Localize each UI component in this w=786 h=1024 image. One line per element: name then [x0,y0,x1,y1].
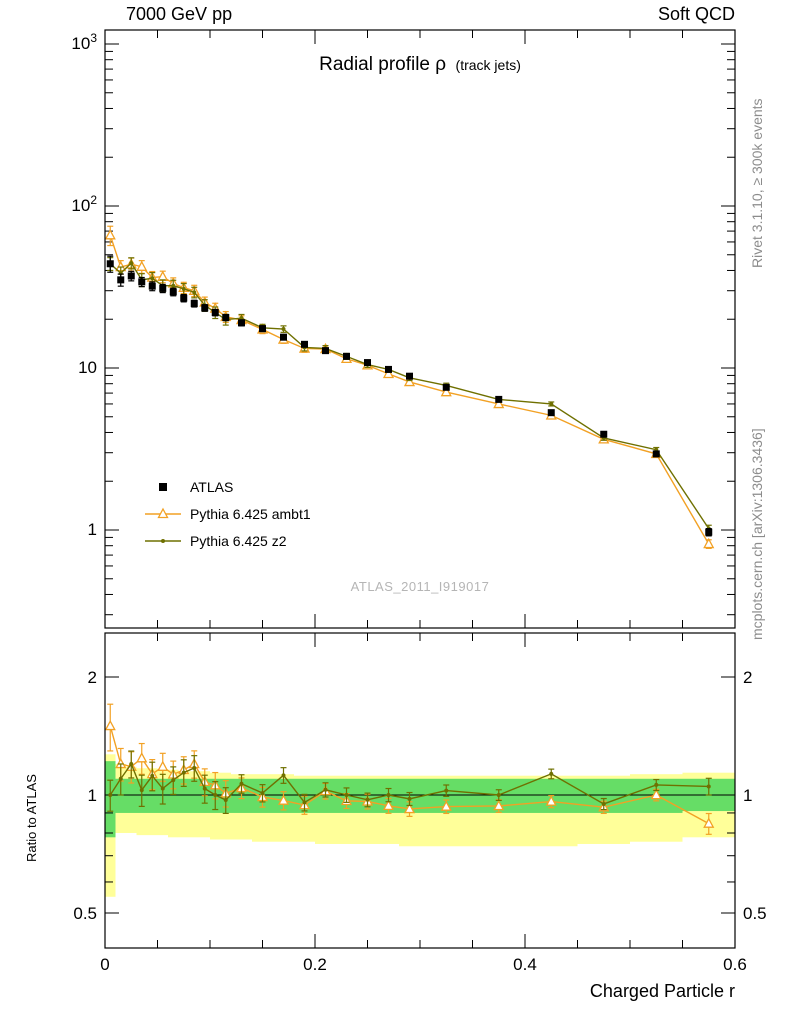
main-series-ambt1 [105,225,715,549]
x-tick-label: 0.6 [723,955,747,974]
ratio-tick-label-right: 1 [743,786,752,805]
legend-marker-ambt1-icon [157,507,169,519]
y-main-tick-label: 103 [71,31,97,53]
header-process-group: Soft QCD [657,4,735,24]
header-beam-energy: 7000 GeV pp [126,4,233,24]
plot-title-suffix: (track jets) [455,57,521,73]
ratio-tick-label-left: 1 [88,786,97,805]
legend-label-z2: Pythia 6.425 z2 [190,533,287,549]
main-plot-frame [104,29,736,629]
legend-label-atlas: ATLAS [190,479,234,495]
plot-title-main: Radial profile ρ [319,54,447,75]
mcplots-arxiv-note: mcplots.cern.ch [arXiv:1306.3436] [749,428,765,640]
ratio-tick-label-right: 0.5 [743,904,767,923]
ratio-tick-label-left: 2 [88,668,97,687]
x-tick-label: 0.2 [303,955,327,974]
ratio-tick-label-right: 2 [743,668,752,687]
legend-label-ambt1: Pythia 6.425 ambt1 [190,506,311,522]
ratio-axis-label: Ratio to ATLAS [24,774,39,862]
analysis-watermark: ATLAS_2011_I919017 [350,579,490,594]
x-tick-label: 0 [100,955,109,974]
y-main-tick-label: 102 [71,193,97,215]
ratio-tick-label-left: 0.5 [73,904,97,923]
ratio-uncertainty-bands [105,754,735,897]
x-axis-label: Charged Particle r [589,981,735,1001]
y-main-tick-label: 1 [88,520,97,539]
main-series-atlas [106,255,713,537]
tick-labels: 0 0.2 0.4 0.6 1 10 102 103 0.5 0.5 1 1 2 2 [71,31,766,974]
x-tick-label: 0.4 [513,955,537,974]
ratio-series-z2 [107,750,712,814]
plot-title: Radial profile ρ (track jets) [105,54,735,76]
legend-marker-z2-icon [161,539,165,543]
y-main-tick-label: 10 [78,358,97,377]
legend-marker-atlas-icon [159,483,167,491]
ratio-plot-frame [104,632,736,949]
rivet-version-note: Rivet 3.1.10, ≥ 300k events [749,98,765,268]
